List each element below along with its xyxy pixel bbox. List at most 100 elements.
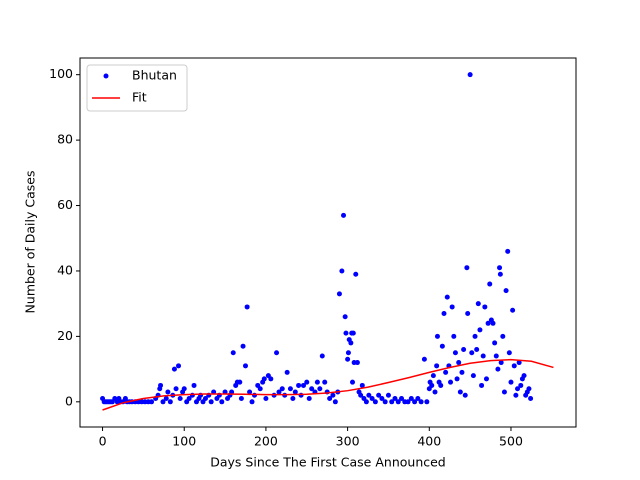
data-point (482, 304, 488, 310)
data-point (475, 301, 481, 307)
data-point (358, 392, 364, 398)
legend-box (86, 64, 188, 112)
data-point (444, 294, 450, 300)
data-point (163, 396, 169, 402)
data-point (467, 72, 473, 78)
data-point (500, 333, 506, 339)
data-point (276, 389, 282, 395)
data-point (189, 392, 195, 398)
data-point (454, 376, 460, 382)
data-point (336, 291, 342, 297)
data-point (279, 386, 285, 392)
data-point (244, 304, 250, 310)
data-point (477, 327, 483, 333)
data-point (298, 392, 304, 398)
data-point (424, 399, 430, 405)
data-point (493, 353, 499, 359)
data-point (461, 346, 467, 352)
data-point (498, 360, 504, 366)
data-point (290, 396, 296, 402)
data-point (429, 382, 435, 388)
data-point (503, 288, 509, 294)
data-point (342, 314, 348, 320)
legend-label: Fit (132, 90, 147, 105)
data-point (372, 399, 378, 405)
data-point (528, 396, 534, 402)
data-point (379, 396, 385, 402)
data-point (456, 360, 462, 366)
x-axis-label: Days Since The First Case Announced (210, 455, 446, 470)
data-point (247, 389, 253, 395)
data-point (348, 340, 354, 346)
data-point (464, 265, 470, 271)
legend-marker (103, 73, 109, 79)
data-point (513, 392, 519, 398)
data-point (434, 333, 440, 339)
y-tick-label: 40 (57, 262, 73, 277)
data-point (497, 265, 503, 271)
data-point (181, 386, 187, 392)
data-point (317, 386, 323, 392)
data-point (158, 382, 164, 388)
data-point (497, 271, 503, 277)
data-point (462, 392, 468, 398)
data-point (389, 399, 395, 405)
data-point (202, 396, 208, 402)
data-point (296, 382, 302, 388)
y-tick-label: 60 (57, 197, 73, 212)
data-point (257, 386, 263, 392)
data-point (309, 386, 315, 392)
data-point (176, 363, 182, 369)
data-point (501, 389, 507, 395)
data-point (510, 307, 516, 313)
y-tick-label: 80 (57, 132, 73, 147)
data-point (341, 212, 347, 218)
data-point (508, 379, 514, 385)
data-point (457, 389, 463, 395)
data-point (322, 379, 328, 385)
data-point (382, 399, 388, 405)
legend: Bhutan Fit (86, 64, 188, 112)
data-point (287, 386, 293, 392)
data-point (177, 396, 183, 402)
data-point (237, 379, 243, 385)
data-point (300, 382, 306, 388)
y-tick-label: 0 (65, 393, 73, 408)
data-point (490, 320, 496, 326)
data-point (421, 356, 427, 362)
data-point (506, 350, 512, 356)
data-point (439, 343, 445, 349)
data-point (465, 310, 471, 316)
data-point (472, 333, 478, 339)
data-point (469, 350, 475, 356)
data-point (319, 353, 325, 359)
data-point (363, 399, 369, 405)
plot-area (100, 72, 554, 411)
data-point (240, 343, 246, 349)
fit-line (102, 358, 554, 411)
data-point (526, 386, 532, 392)
data-point (369, 396, 375, 402)
x-tick-label: 0 (99, 434, 107, 449)
data-point (434, 363, 440, 369)
data-point (385, 392, 391, 398)
data-point (448, 379, 454, 385)
data-point (345, 356, 351, 362)
y-axis-label: Number of Daily Cases (23, 171, 38, 314)
data-point (354, 360, 360, 366)
data-point (470, 373, 476, 379)
data-point (339, 268, 345, 274)
data-point (405, 399, 411, 405)
data-point (408, 396, 414, 402)
axes-frame (79, 57, 577, 428)
data-point (238, 396, 244, 402)
data-point (219, 399, 225, 405)
data-point (443, 369, 449, 375)
data-point (492, 340, 498, 346)
data-point (376, 392, 382, 398)
legend-label: Bhutan (132, 68, 177, 83)
data-point (251, 392, 257, 398)
data-point (191, 382, 197, 388)
data-point (474, 346, 480, 352)
